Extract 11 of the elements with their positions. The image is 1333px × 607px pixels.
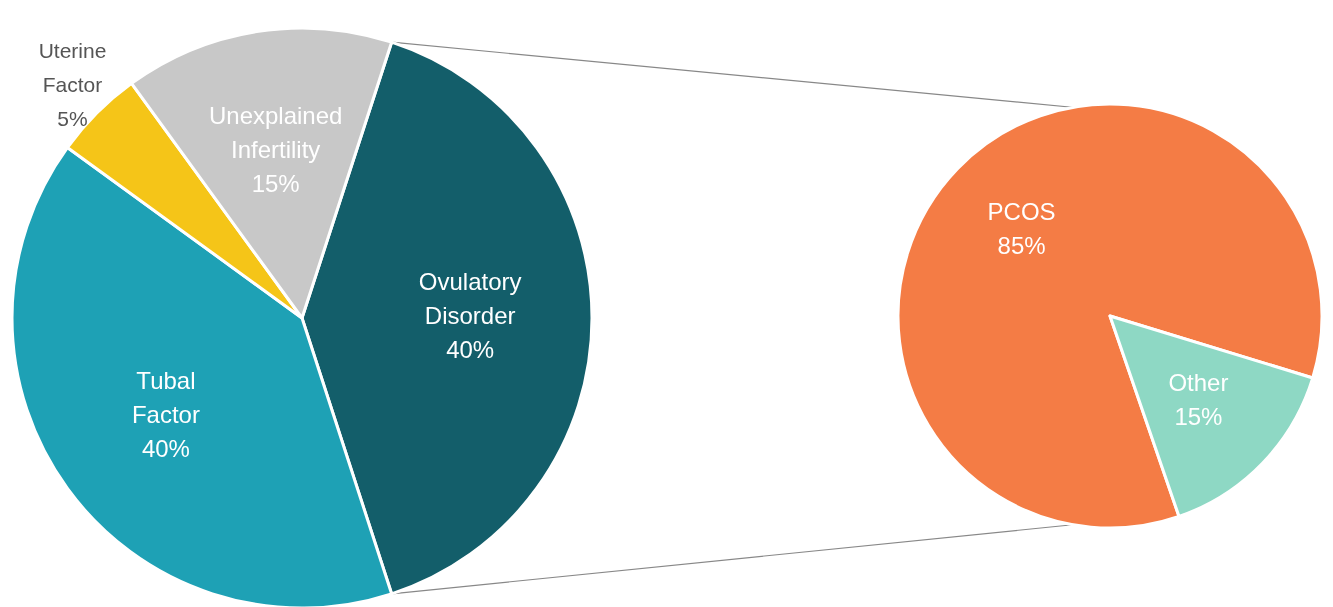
slice-label: Tubal Factor	[131, 367, 200, 429]
data-label: 40%	[141, 435, 190, 463]
data-label: 5%	[57, 107, 88, 131]
data-label: 40%	[446, 336, 495, 364]
slice-label: Other	[1168, 368, 1229, 396]
slice-label: Uterine Factor	[38, 39, 107, 97]
pie-slice	[896, 102, 1324, 530]
slice-label: PCOS	[987, 197, 1056, 225]
data-label: 85%	[997, 231, 1046, 259]
data-label: 15%	[1174, 402, 1223, 430]
slice-label: Ovulatory Disorder	[418, 268, 522, 330]
